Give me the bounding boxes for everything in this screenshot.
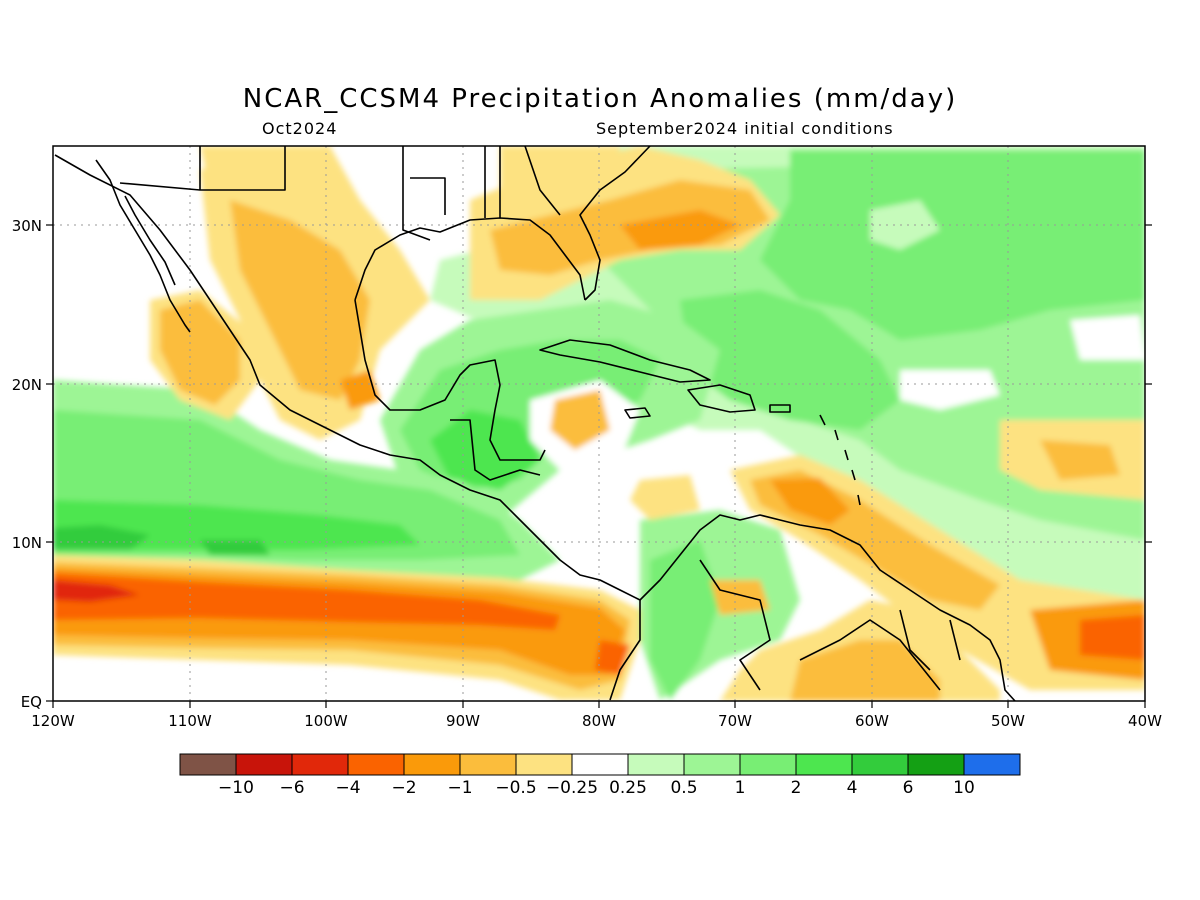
x-tick-label: 100W xyxy=(304,712,348,730)
colorbar-label: −0.5 xyxy=(495,778,536,798)
colorbar-label: 10 xyxy=(953,778,975,798)
colorbar-swatch xyxy=(515,753,573,776)
colorbar-swatch xyxy=(851,753,909,776)
colorbar-swatch xyxy=(235,753,293,776)
x-tick-label: 50W xyxy=(991,712,1025,730)
colorbar-label: −6 xyxy=(279,778,304,798)
x-axis-labels: 120W 110W 100W 90W 80W 70W 60W 50W 40W xyxy=(31,712,1162,730)
coastlines xyxy=(54,145,1016,702)
x-tick-label: 110W xyxy=(168,712,212,730)
axis-ticks xyxy=(46,224,1152,708)
x-tick-label: 70W xyxy=(718,712,752,730)
colorbar-swatch xyxy=(627,753,685,776)
colorbar-swatch xyxy=(571,753,629,776)
map-title: NCAR_CCSM4 Precipitation Anomalies (mm/d… xyxy=(242,84,958,114)
colorbar-label: 2 xyxy=(791,778,802,798)
colorbar-swatch xyxy=(179,753,237,776)
y-tick-label: 10N xyxy=(12,534,42,552)
colorbar-swatch xyxy=(795,753,853,776)
colorbar: −10 −6 −4 −2 −1 −0.5 −0.25 0.25 0.5 1 2 4 6 10 xyxy=(179,753,1021,798)
colorbar-swatch xyxy=(291,753,349,776)
colorbar-label: −10 xyxy=(218,778,254,798)
x-tick-label: 90W xyxy=(446,712,480,730)
y-axis-labels: EQ 10N 20N 30N xyxy=(12,217,42,711)
colorbar-label: 1 xyxy=(735,778,746,798)
graticule xyxy=(53,146,1145,701)
x-tick-label: 80W xyxy=(582,712,616,730)
colorbar-label: −1 xyxy=(447,778,472,798)
x-tick-label: 40W xyxy=(1128,712,1162,730)
anomaly-field xyxy=(53,146,1145,701)
forecast-month: Oct2024 xyxy=(262,119,338,138)
colorbar-swatch xyxy=(963,753,1021,776)
colorbar-label: 0.5 xyxy=(670,778,697,798)
colorbar-swatch xyxy=(907,753,965,776)
initial-conditions-label: September2024 initial conditions xyxy=(596,119,894,138)
colorbar-label: −0.25 xyxy=(546,778,598,798)
y-tick-label: 20N xyxy=(12,376,42,394)
y-tick-label: 30N xyxy=(12,217,42,235)
x-tick-label: 120W xyxy=(31,712,75,730)
colorbar-label: 6 xyxy=(903,778,914,798)
colorbar-swatch xyxy=(459,753,517,776)
colorbar-label: 4 xyxy=(847,778,858,798)
colorbar-label: 0.25 xyxy=(609,778,647,798)
colorbar-swatch xyxy=(403,753,461,776)
colorbar-swatch xyxy=(739,753,797,776)
colorbar-swatch xyxy=(683,753,741,776)
colorbar-swatch xyxy=(347,753,405,776)
y-tick-label: EQ xyxy=(21,693,42,711)
colorbar-label: −4 xyxy=(335,778,360,798)
colorbar-label: −2 xyxy=(391,778,416,798)
x-tick-label: 60W xyxy=(855,712,889,730)
